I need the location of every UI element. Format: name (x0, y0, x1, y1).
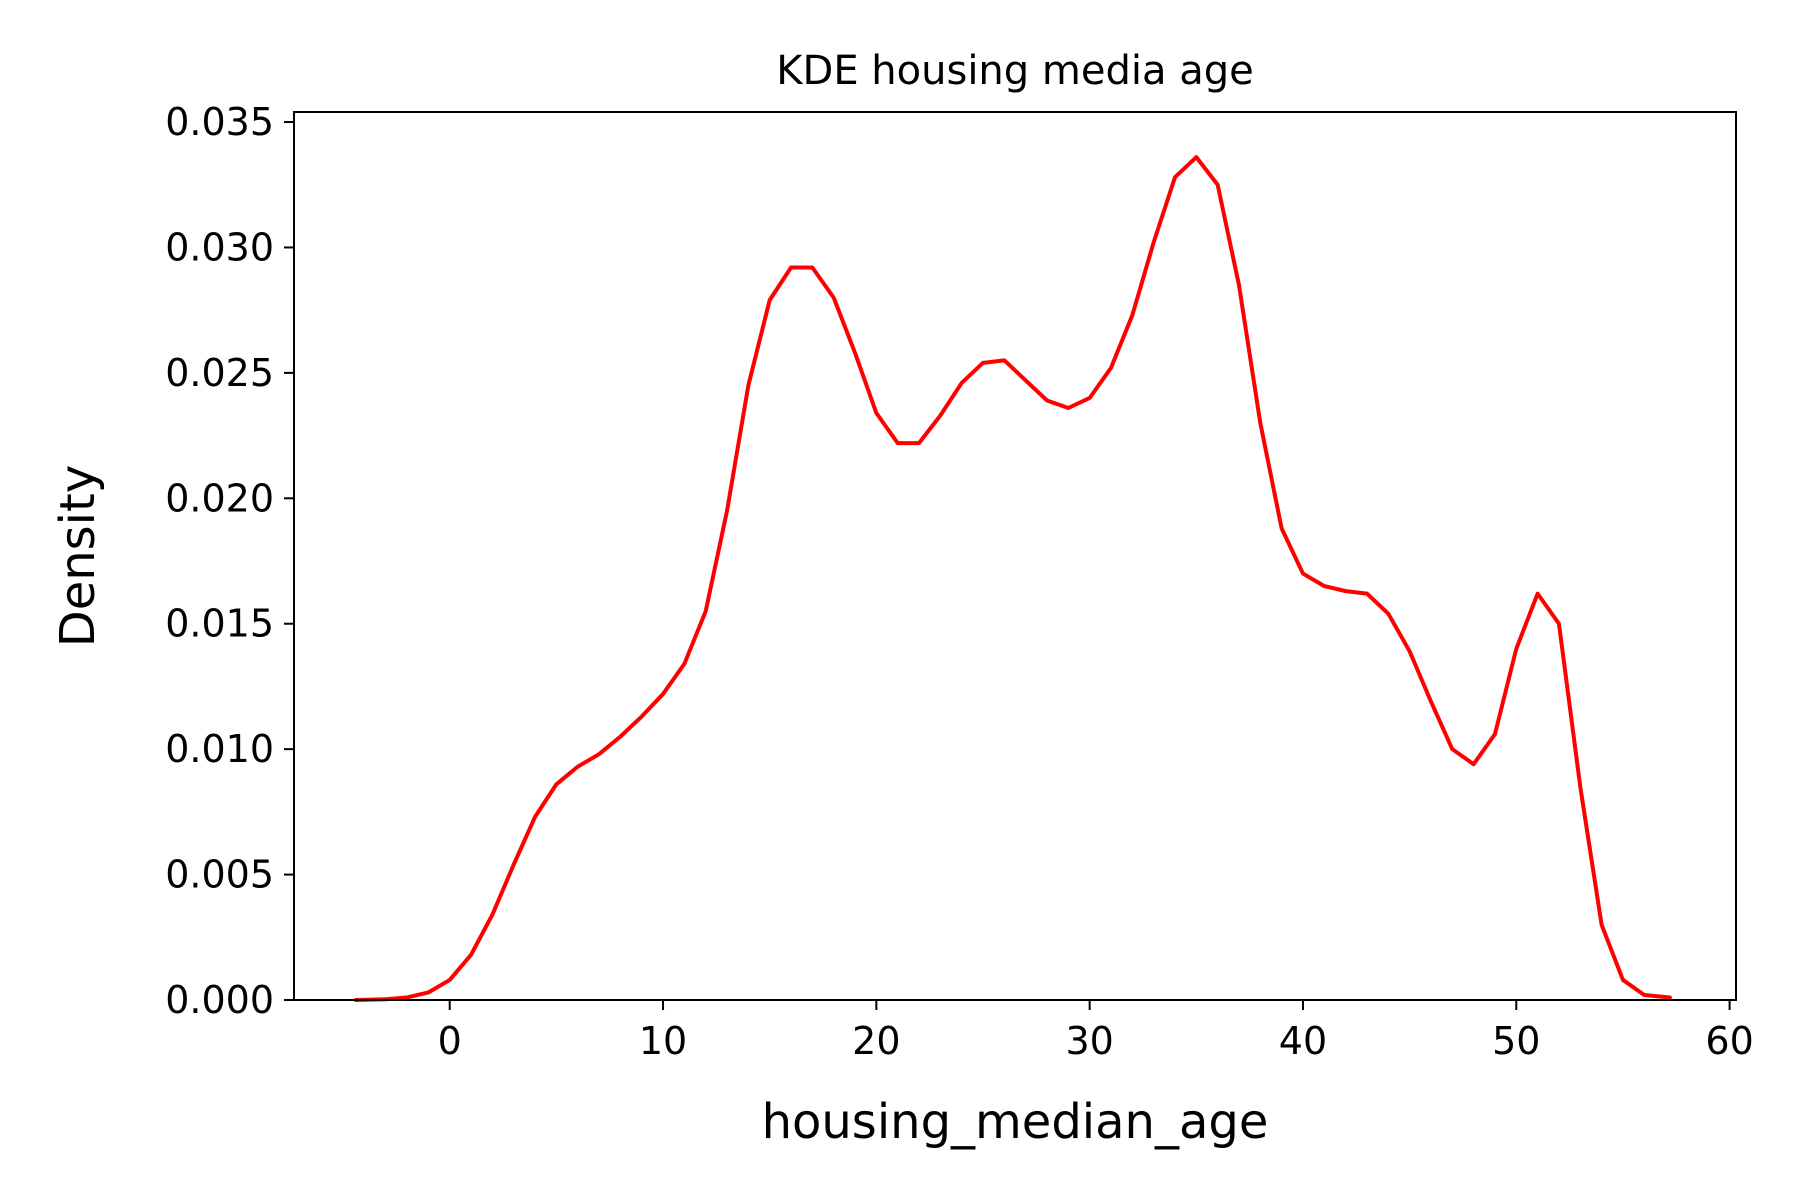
y-tick-label: 0.020 (165, 476, 274, 520)
x-tick-label: 50 (1492, 1019, 1540, 1063)
y-tick-label: 0.010 (165, 727, 274, 771)
y-tick-label: 0.035 (165, 100, 274, 144)
chart-title: KDE housing media age (776, 48, 1253, 94)
x-tick-label: 40 (1279, 1019, 1327, 1063)
y-tick-label: 0.000 (165, 978, 274, 1022)
y-axis-label: Density (50, 465, 106, 647)
y-tick-label: 0.015 (165, 602, 274, 646)
kde-line-0 (353, 155, 1672, 1002)
x-tick-label: 10 (639, 1019, 687, 1063)
y-tick-label: 0.030 (165, 225, 274, 269)
x-tick-label: 60 (1705, 1019, 1753, 1063)
y-tick-label: 0.005 (165, 853, 274, 897)
axes-layer: 0 10 20 30 40 50 60 0.000 0.005 0.010 0.015 0.020 0.… (165, 100, 1754, 1063)
plot-layer (353, 155, 1672, 1002)
x-tick-label: 30 (1065, 1019, 1113, 1063)
x-tick-label: 0 (438, 1019, 462, 1063)
x-axis-label: housing_median_age (762, 1094, 1269, 1150)
x-tick-label: 20 (852, 1019, 900, 1063)
plot-frame (293, 111, 1737, 1001)
y-tick-label: 0.025 (165, 351, 274, 395)
